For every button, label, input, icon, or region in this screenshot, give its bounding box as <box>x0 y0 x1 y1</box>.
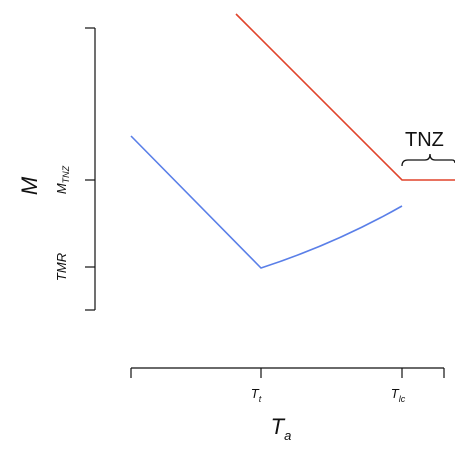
y-axis-title: M <box>17 176 42 195</box>
x-tick-label-tlc: Tlc <box>391 386 406 404</box>
tnz-brace <box>401 153 455 167</box>
x-tick-label-tt: Tt <box>251 386 262 404</box>
series-line-red <box>235 13 455 181</box>
y-tick-label-tmr: TMR <box>54 253 69 281</box>
y-tick-label-mtnz: MTNZ <box>54 165 71 194</box>
x-axis-title: Ta <box>271 414 292 443</box>
series-line-blue <box>130 135 403 269</box>
tnz-annotation: TNZ <box>405 129 444 151</box>
